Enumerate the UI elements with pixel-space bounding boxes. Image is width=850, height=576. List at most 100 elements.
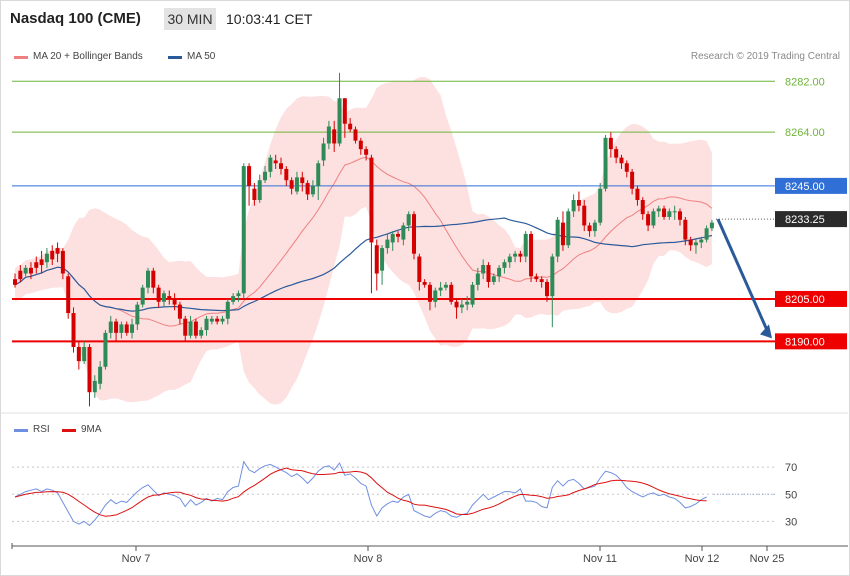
candle-body — [119, 324, 124, 333]
candle-body — [470, 284, 475, 305]
candle-body — [225, 301, 230, 319]
price-level-label-8190.00: 8190.00 — [785, 336, 825, 348]
rsi-ma-legend-label: 9MA — [81, 424, 102, 435]
price-level-label-8245.00: 8245.00 — [785, 181, 825, 193]
candle-body — [209, 318, 214, 322]
candle-body — [241, 166, 246, 294]
candle-body — [523, 233, 528, 257]
price-level-label-8282.00: 8282.00 — [785, 76, 825, 88]
candle-body — [151, 270, 156, 288]
candle-body — [193, 321, 198, 336]
candle-body — [592, 222, 597, 232]
candle-body — [380, 248, 385, 271]
candle-body — [279, 163, 283, 169]
candle-body — [188, 321, 193, 336]
candle-body — [545, 281, 549, 297]
candle-body — [454, 301, 459, 308]
ma20-legend-label: MA 20 + Bollinger Bands — [33, 51, 143, 62]
rsi-ma-line — [14, 467, 707, 517]
candle-body — [268, 157, 273, 172]
projection-arrow-shaft — [716, 218, 770, 333]
candle-body — [316, 163, 321, 186]
x-tick-label: Nov 8 — [354, 553, 383, 565]
candle-body — [231, 296, 236, 302]
x-tick-label: Nov 11 — [583, 553, 617, 565]
candle-body — [140, 287, 145, 305]
rsi-tick-label-30: 30 — [785, 516, 797, 528]
candle-body — [640, 200, 645, 215]
candle-body — [630, 171, 635, 189]
candle-body — [656, 208, 661, 212]
candle-body — [406, 214, 411, 226]
candle-body — [582, 205, 587, 226]
candle-body — [603, 137, 608, 189]
candle-body — [555, 219, 560, 257]
candle-body — [624, 163, 629, 172]
candle-body — [204, 318, 209, 331]
candle-body — [709, 222, 714, 229]
candle-body — [422, 281, 427, 285]
candle-body — [459, 304, 464, 308]
ma20-legend-swatch — [14, 56, 28, 59]
candle-body — [497, 267, 502, 277]
candle-body — [300, 177, 305, 184]
candle-body — [651, 211, 656, 226]
candle-body — [44, 253, 49, 263]
candle-body — [71, 313, 76, 347]
candle-body — [55, 248, 60, 254]
candle-body — [662, 208, 667, 217]
price-level-label-8205.00: 8205.00 — [785, 294, 825, 306]
candle-body — [161, 293, 166, 302]
candle-body — [374, 245, 379, 274]
candle-body — [103, 332, 108, 367]
candle-body — [358, 140, 363, 150]
candle-body — [236, 293, 241, 297]
candle-body — [294, 177, 299, 192]
candle-body — [66, 276, 71, 314]
candle-body — [449, 284, 454, 302]
candle-body — [507, 256, 512, 263]
candle-body — [310, 185, 315, 195]
candle-body — [289, 180, 294, 189]
candle-body — [252, 188, 257, 201]
candle-body — [369, 157, 374, 243]
candle-body — [172, 298, 177, 305]
candle-body — [486, 265, 491, 282]
candle-body — [608, 137, 613, 150]
ma50-legend-swatch — [168, 56, 182, 59]
candle-body — [177, 304, 182, 319]
candle-body — [76, 346, 81, 362]
candle-body — [364, 149, 369, 155]
candle-body — [598, 188, 603, 223]
candle-body — [332, 129, 337, 144]
candle-body — [539, 279, 544, 282]
projection-arrow-head — [760, 324, 772, 339]
candle-body — [146, 270, 150, 288]
x-tick-label: Nov 12 — [685, 553, 720, 565]
candle-body — [167, 296, 172, 299]
candle-body — [390, 233, 395, 243]
candle-body — [156, 287, 161, 302]
x-tick-label: Nov 7 — [122, 553, 151, 565]
candle-body — [82, 346, 87, 362]
candle-body — [326, 126, 331, 144]
candle-body — [305, 183, 310, 195]
candle-body — [284, 168, 289, 181]
candle-body — [18, 270, 23, 280]
candle-body — [114, 321, 119, 333]
candle-body — [130, 324, 135, 333]
interval-selector[interactable]: 30 MIN — [164, 8, 216, 30]
chart-title: Nasdaq 100 (CME) — [10, 10, 141, 27]
rsi-tick-label-70: 70 — [785, 462, 797, 474]
candle-body — [396, 233, 401, 237]
candle-body — [619, 157, 624, 164]
candle-body — [502, 262, 507, 268]
candle-body — [693, 242, 698, 246]
candle-body — [108, 321, 113, 333]
rsi-legend-swatch — [14, 429, 28, 432]
ma50-legend-label: MA 50 — [187, 51, 216, 62]
candle-body — [87, 346, 92, 393]
candle-body — [672, 211, 677, 213]
candle-body — [401, 225, 406, 240]
